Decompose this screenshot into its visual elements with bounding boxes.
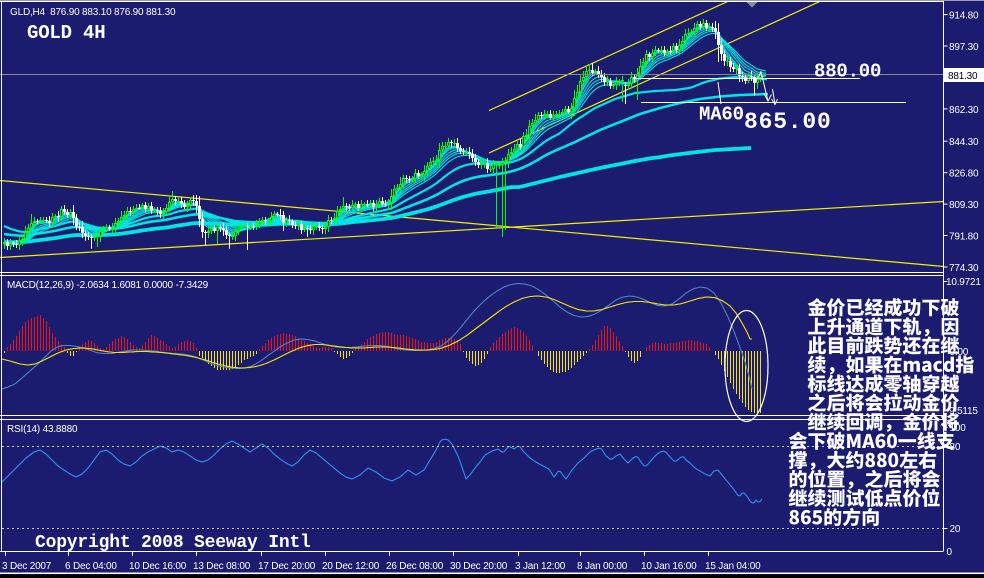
svg-text:10 Dec 16:00: 10 Dec 16:00 xyxy=(129,561,187,572)
svg-text:-9.5115: -9.5115 xyxy=(946,406,978,417)
svg-text:6 Dec 04:00: 6 Dec 04:00 xyxy=(65,561,117,572)
svg-text:GLD,H4 876.90 883.10 876.90 8: GLD,H4 876.90 883.10 876.90 881.30 xyxy=(10,7,176,18)
svg-text:3 Dec 2007: 3 Dec 2007 xyxy=(2,561,52,572)
svg-text:26 Dec 08:00: 26 Dec 08:00 xyxy=(386,561,444,572)
svg-text:MA60: MA60 xyxy=(699,104,744,126)
svg-text:20: 20 xyxy=(950,524,961,535)
svg-text:791.80: 791.80 xyxy=(949,232,979,243)
svg-text:826.80: 826.80 xyxy=(949,169,979,180)
svg-text:8 Jan 00:00: 8 Jan 00:00 xyxy=(577,561,628,572)
svg-text:80: 80 xyxy=(950,442,961,453)
svg-text:20 Dec 12:00: 20 Dec 12:00 xyxy=(322,561,380,572)
svg-text:10.9721: 10.9721 xyxy=(946,277,981,288)
svg-text:880.00: 880.00 xyxy=(814,61,881,83)
svg-text:17 Dec 20:00: 17 Dec 20:00 xyxy=(258,561,316,572)
svg-text:844.30: 844.30 xyxy=(949,137,979,148)
svg-text:30 Dec 20:00: 30 Dec 20:00 xyxy=(450,561,508,572)
svg-text:881.30: 881.30 xyxy=(948,71,978,82)
svg-text:MACD(12,26,9) -2.0634 1.6081 0: MACD(12,26,9) -2.0634 1.6081 0.0000 -7.3… xyxy=(7,280,209,291)
svg-text:13 Dec 08:00: 13 Dec 08:00 xyxy=(193,561,251,572)
svg-text:914.80: 914.80 xyxy=(949,11,979,22)
svg-text:0.00: 0.00 xyxy=(950,347,969,358)
svg-text:862.30: 862.30 xyxy=(949,105,979,116)
svg-text:774.30: 774.30 xyxy=(949,263,979,274)
svg-text:0: 0 xyxy=(947,547,953,558)
svg-text:3 Jan 12:00: 3 Jan 12:00 xyxy=(515,561,566,572)
svg-text:897.30: 897.30 xyxy=(949,42,979,53)
svg-text:15 Jan 04:00: 15 Jan 04:00 xyxy=(705,561,761,572)
svg-text:865.00: 865.00 xyxy=(744,109,832,135)
svg-text:RSI(14) 43.8880: RSI(14) 43.8880 xyxy=(7,424,78,435)
svg-text:100: 100 xyxy=(950,423,967,434)
svg-text:10 Jan 16:00: 10 Jan 16:00 xyxy=(641,561,697,572)
svg-text:Copyright 2008 Seeway Intl: Copyright 2008 Seeway Intl xyxy=(35,533,311,553)
svg-text:809.30: 809.30 xyxy=(949,200,979,211)
svg-text:GOLD 4H: GOLD 4H xyxy=(27,22,105,44)
